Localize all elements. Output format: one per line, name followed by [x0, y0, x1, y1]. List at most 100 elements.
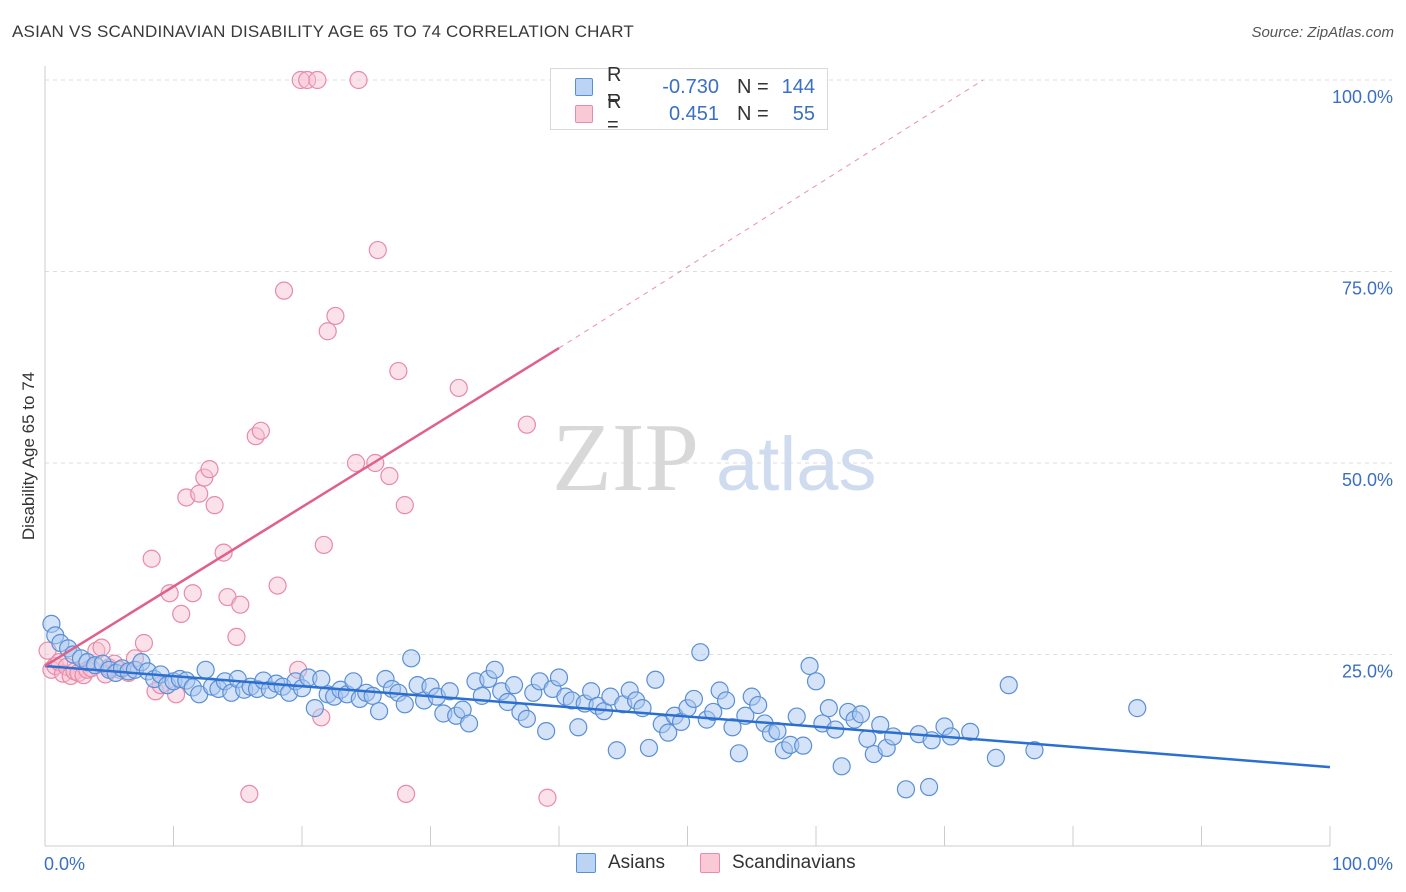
scandinavian-point [326, 306, 345, 326]
scandinavian-trend-extension [558, 79, 984, 349]
scandinavian-point [517, 415, 536, 434]
legend-label-scandinavians: Scandinavians [732, 852, 856, 873]
watermark-atlas: atlas [716, 422, 877, 507]
x-tick-label-min: 0.0% [44, 854, 85, 874]
scandinavian-point [134, 633, 154, 653]
watermark: ZIP atlas [552, 404, 877, 512]
legend-row-asians: R = -0.730 N = 144 [575, 64, 815, 109]
asian-point [517, 709, 536, 728]
asian-point [395, 695, 414, 714]
legend-item-scandinavians[interactable]: Scandinavians [700, 852, 856, 874]
asian-point [504, 676, 524, 695]
scandinavian-point [395, 496, 414, 515]
asian-point [569, 718, 588, 737]
y-tick-label: 100.0% [1332, 87, 1393, 107]
scandinavian-swatch [575, 105, 593, 123]
scandinavian-point [240, 784, 259, 804]
r-value: -0.730 [662, 75, 719, 98]
asian-point [402, 649, 421, 668]
scandinavian-point [318, 322, 337, 341]
scandinavian-trend-line [44, 347, 560, 668]
asian-point [684, 689, 704, 709]
scandinavian-point [268, 576, 287, 595]
asian-point [370, 702, 389, 721]
asian-swatch [575, 78, 593, 96]
asian-point [832, 757, 851, 776]
asian-point [639, 738, 659, 758]
trend-lines [44, 79, 1331, 769]
asian-point [716, 691, 736, 710]
asian-point [691, 643, 710, 662]
asian-point [794, 736, 813, 755]
n-value: 55 [792, 102, 815, 125]
axis-labels: 25.0% 50.0% 75.0% 100.0% 0.0% 100.0% Disabilit… [19, 87, 1393, 874]
x-tick-label-max: 100.0% [1332, 854, 1393, 874]
asian-point [787, 707, 806, 726]
asian-point [537, 721, 556, 741]
n-value: 144 [781, 75, 815, 98]
scandinavian-point [396, 784, 416, 804]
asian-point [659, 723, 678, 742]
scandinavian-point [298, 70, 317, 90]
asian-point [305, 699, 324, 718]
n-label: N = [737, 75, 769, 98]
scandinavian-point [449, 378, 468, 398]
y-tick-label: 50.0% [1342, 470, 1393, 490]
asian-point [1025, 741, 1044, 760]
asian-point [607, 741, 626, 760]
scandinavian-point [172, 604, 191, 624]
asian-point [459, 714, 479, 733]
asian-point [806, 672, 826, 691]
legend-row-scandinavians: R = 0.451 N = 55 [575, 91, 815, 136]
gridlines [45, 79, 1392, 655]
scandinavian-point [538, 788, 557, 807]
asian-point [871, 715, 890, 735]
asian-point [883, 727, 903, 746]
asian-point [800, 656, 819, 676]
n-label: N = [737, 102, 769, 125]
asian-point [440, 682, 459, 701]
asian-trend-line [44, 664, 1331, 769]
scandinavian-point [251, 421, 270, 440]
scandinavian-point [308, 70, 327, 90]
scandinavian-point [205, 496, 224, 515]
axes [44, 66, 1331, 847]
asian-point [363, 686, 382, 705]
chart-title: ASIAN VS SCANDINAVIAN DISABILITY AGE 65 … [12, 22, 634, 41]
scandinavian-point [389, 361, 408, 381]
asian-point [549, 668, 569, 687]
asian-point [986, 748, 1006, 768]
legend-item-asians[interactable]: Asians [576, 852, 665, 874]
series-legend: Asians Scandinavians [0, 852, 1406, 876]
scandinavian-point [274, 281, 294, 300]
scandinavian-point [314, 535, 333, 555]
scandinavian-legend-swatch [700, 853, 720, 873]
asian-point [749, 695, 768, 715]
scandinavian-point [92, 638, 111, 657]
legend-label-asians: Asians [608, 852, 666, 873]
y-tick-label: 75.0% [1342, 279, 1393, 299]
asian-point [729, 744, 749, 763]
scandinavian-point [200, 460, 219, 479]
scandinavian-point [190, 484, 209, 503]
asian-point [485, 660, 504, 679]
asian-legend-swatch [576, 853, 596, 873]
asian-point [1128, 699, 1147, 718]
scandinavian-point [349, 70, 368, 90]
source-credit: Source: ZipAtlas.com [1251, 24, 1394, 41]
asian-point [819, 699, 838, 718]
asian-point [919, 777, 939, 797]
scandinavian-point [142, 549, 161, 568]
asian-point [312, 669, 331, 689]
r-label: R = [607, 91, 622, 136]
asian-point [196, 660, 215, 679]
scandinavian-point [380, 466, 399, 486]
r-label: R = [607, 64, 622, 109]
r-value: 0.451 [668, 102, 719, 125]
asian-point [858, 729, 877, 748]
scandinavian-point [368, 240, 387, 260]
asian-point [851, 705, 871, 724]
asian-point [646, 670, 665, 689]
scandinavian-point [346, 453, 366, 473]
